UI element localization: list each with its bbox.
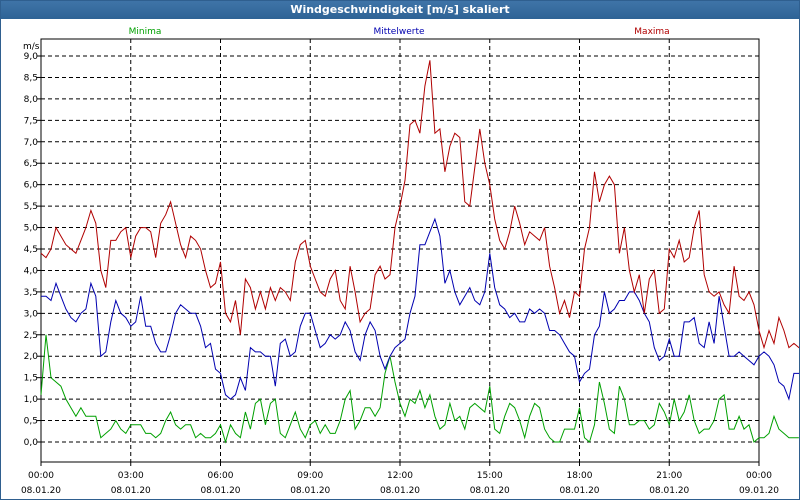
x-tick-time-label: 03:00 (118, 471, 144, 481)
chart-title: Windgeschwindigkeit [m/s] skaliert (1, 1, 799, 19)
y-axis-unit-label: m/s (23, 42, 40, 52)
y-tick-label: 1,0 (24, 395, 39, 405)
x-tick-date-label: 08.01.20 (290, 486, 330, 496)
x-tick-date-label: 08.01.20 (111, 486, 151, 496)
y-tick-label: 5,5 (24, 202, 38, 212)
series-line-mittelwerte (41, 217, 799, 401)
series-line-minima (40, 334, 799, 444)
legend-minima: Minima (129, 27, 162, 37)
y-tick-label: 1,5 (24, 374, 38, 384)
y-tick-label: 3,5 (24, 288, 38, 298)
x-tick-time-label: 18:00 (567, 471, 593, 481)
x-tick-time-label: 00:00 (746, 471, 772, 481)
y-tick-label: 6,0 (24, 181, 39, 191)
y-tick-label: 2,5 (24, 331, 38, 341)
x-tick-date-label: 08.01.20 (559, 486, 599, 496)
y-tick-label: 7,0 (24, 138, 39, 148)
x-tick-time-label: 06:00 (208, 471, 234, 481)
x-tick-time-label: 15:00 (477, 471, 503, 481)
y-tick-label: 3,0 (24, 309, 39, 319)
y-tick-label: 9,0 (24, 52, 39, 62)
x-tick-time-label: 09:00 (297, 471, 323, 481)
y-tick-label: 6,5 (24, 159, 38, 169)
y-tick-label: 8,0 (24, 95, 39, 105)
y-tick-label: 7,5 (24, 116, 38, 126)
x-tick-date-label: 08.01.20 (380, 486, 420, 496)
y-tick-label: 2,0 (24, 352, 39, 362)
x-tick-time-label: 21:00 (656, 471, 682, 481)
x-tick-time-label: 12:00 (387, 471, 413, 481)
legend-mittelwerte: Mittelwerte (373, 27, 424, 37)
y-tick-label: 8,5 (24, 73, 38, 83)
x-tick-time-label: 00:00 (28, 471, 54, 481)
series-line-maxima (40, 60, 799, 350)
y-tick-label: 5,0 (24, 224, 39, 234)
x-tick-date-label: 08.01.20 (200, 486, 240, 496)
x-tick-date-label: 08.01.20 (649, 486, 689, 496)
y-tick-label: 0,0 (24, 438, 39, 448)
legend-maxima: Maxima (634, 27, 669, 37)
y-tick-label: 0,5 (24, 417, 38, 427)
x-tick-date-label: 09.01.20 (739, 486, 779, 496)
y-tick-label: 4,0 (24, 266, 39, 276)
y-tick-label: 4,5 (24, 245, 38, 255)
x-tick-date-label: 08.01.20 (470, 486, 510, 496)
x-tick-date-label: 08.01.20 (21, 486, 61, 496)
